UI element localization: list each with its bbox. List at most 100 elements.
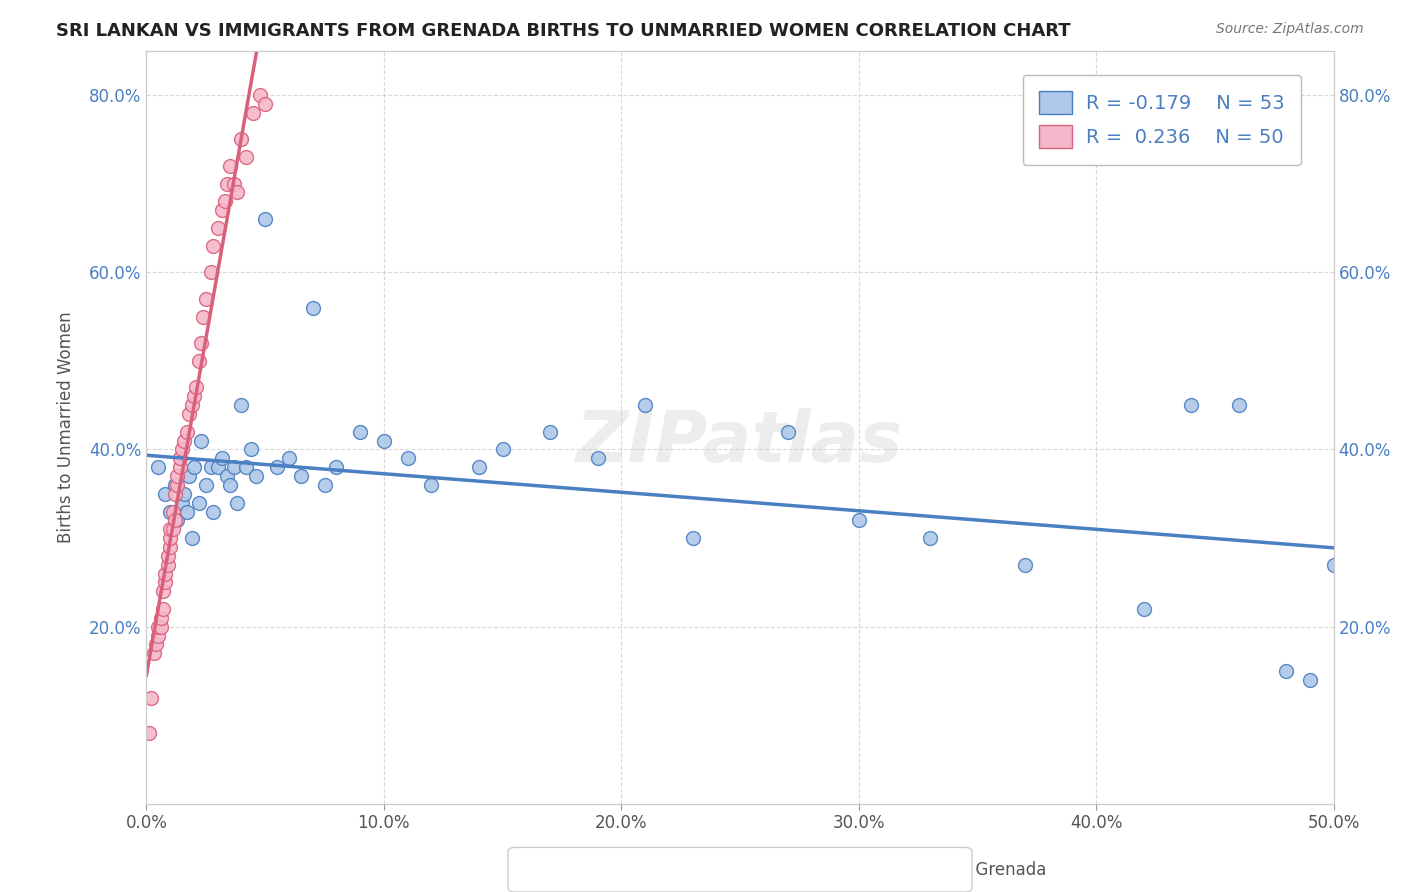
Legend: R = -0.179    N = 53, R =  0.236    N = 50: R = -0.179 N = 53, R = 0.236 N = 50 [1022,75,1301,164]
Point [180,398,202,412]
Point [1014,558,1036,572]
Point [155,575,177,590]
Point [190,434,212,448]
Text: Source: ZipAtlas.com: Source: ZipAtlas.com [1216,22,1364,37]
Point [218,159,240,173]
Point [152,602,174,616]
Point [163,478,186,492]
Point [156,558,179,572]
Point [155,487,177,501]
Point [211,451,233,466]
Point [183,460,205,475]
Point [1299,673,1322,687]
Point [148,460,170,475]
Point [149,611,172,625]
Point [1227,398,1250,412]
Point [148,629,170,643]
Point [159,531,181,545]
Point [235,150,257,164]
Point [231,398,253,412]
Point [169,460,191,475]
Point [1275,664,1298,678]
Point [239,442,262,457]
Point [420,478,443,492]
Point [186,380,208,394]
Point [187,496,209,510]
Point [682,531,704,545]
Point [277,451,299,466]
Point [149,620,172,634]
Point [148,620,170,634]
Point [396,451,419,466]
Point [166,469,188,483]
Point [194,292,217,306]
Point [162,504,184,518]
Point [159,522,181,536]
Point [170,442,193,457]
Point [217,469,239,483]
Point [142,646,165,660]
Point [163,513,186,527]
Point [217,177,239,191]
Point [201,504,224,518]
Point [162,522,184,536]
Point [179,407,201,421]
Point [266,460,288,475]
Point [249,87,271,102]
Y-axis label: Births to Unmarried Women: Births to Unmarried Women [58,311,75,543]
Point [207,221,229,235]
Point [290,469,312,483]
Point [180,531,202,545]
Text: ZIPatlas: ZIPatlas [576,408,904,477]
Point [1132,602,1154,616]
Point [194,478,217,492]
Point [776,425,799,439]
Point [193,310,215,324]
Point [325,460,347,475]
Point [187,354,209,368]
Point [314,478,336,492]
Point [166,513,188,527]
Point [224,177,246,191]
Point [159,540,181,554]
Point [145,637,167,651]
Point [586,451,609,466]
Point [176,425,198,439]
Point [214,194,236,209]
Point [634,398,657,412]
Point [173,487,195,501]
Point [349,425,371,439]
Point [200,265,222,279]
Point [173,434,195,448]
Text: Immigrants from Grenada: Immigrants from Grenada [831,861,1047,879]
Point [242,105,264,120]
Point [200,460,222,475]
Point [179,469,201,483]
Point [183,389,205,403]
Point [207,460,229,475]
Point [235,460,257,475]
Point [538,425,561,439]
Point [166,478,188,492]
Point [1323,558,1346,572]
Point [159,504,181,518]
Point [155,566,177,581]
Point [918,531,941,545]
Point [211,203,233,218]
Point [231,132,253,146]
Point [224,460,246,475]
Point [190,336,212,351]
Point [254,212,277,227]
Point [170,496,193,510]
Point [163,487,186,501]
Point [245,469,267,483]
Point [218,478,240,492]
Text: Sri Lankans: Sri Lankans [648,861,745,879]
Point [491,442,513,457]
Point [156,549,179,563]
Point [468,460,491,475]
Point [176,504,198,518]
Point [152,584,174,599]
Point [254,96,277,111]
Point [301,301,323,315]
